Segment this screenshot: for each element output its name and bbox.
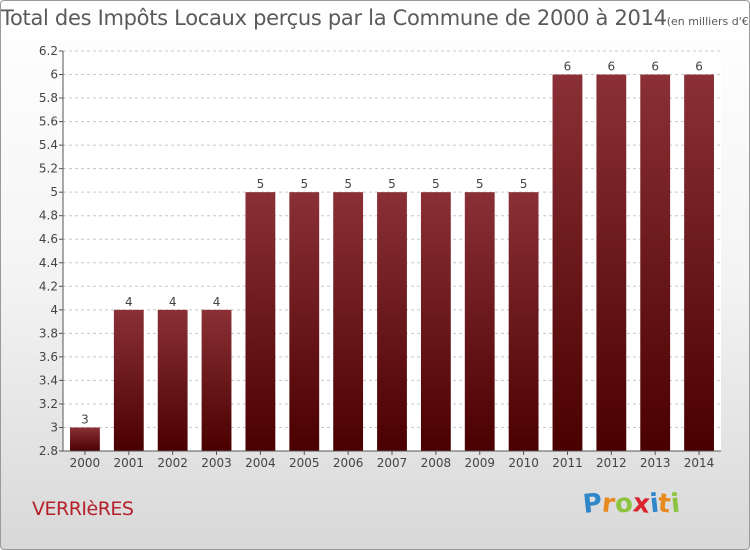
y-tick-label: 5.4 (39, 138, 58, 152)
bar (508, 192, 539, 452)
x-tick-label: 2006 (333, 456, 364, 470)
bar (640, 74, 671, 451)
data-label: 6 (651, 60, 659, 74)
x-tick-label: 2002 (157, 456, 188, 470)
bar (552, 74, 583, 451)
bar (201, 309, 232, 451)
x-tick-label: 2003 (201, 456, 232, 470)
x-tick-label: 2001 (114, 456, 145, 470)
logo-letter: i (669, 488, 682, 520)
data-label: 5 (432, 177, 440, 191)
bar (157, 309, 188, 451)
data-label: 5 (476, 177, 484, 191)
y-tick-label: 3.6 (39, 350, 58, 364)
bar (464, 192, 495, 452)
y-tick-label: 4.2 (39, 279, 58, 293)
x-tick-label: 2013 (640, 456, 671, 470)
bar (113, 309, 144, 451)
y-tick-label: 3.4 (39, 373, 58, 387)
x-tick-label: 2007 (377, 456, 408, 470)
bar (684, 74, 714, 451)
data-label: 4 (125, 295, 133, 309)
data-label: 4 (213, 295, 221, 309)
bar (377, 192, 407, 452)
data-label: 5 (344, 177, 352, 191)
data-label: 6 (695, 60, 703, 74)
y-tick-label: 6 (50, 68, 58, 82)
y-tick-label: 4 (50, 303, 58, 317)
bar (245, 192, 276, 452)
chart-title: Total des Impôts Locaux perçus par la Co… (1, 6, 667, 30)
x-tick-label: 2010 (508, 456, 539, 470)
data-label: 4 (169, 295, 177, 309)
data-label: 5 (520, 177, 528, 191)
data-label: 6 (564, 60, 572, 74)
chart-subtitle: (en milliers d'€) (666, 15, 750, 28)
y-tick-label: 4.8 (39, 209, 58, 223)
data-label: 5 (300, 177, 308, 191)
x-tick-label: 2009 (464, 456, 495, 470)
y-tick-label: 4.6 (39, 232, 58, 246)
data-label: 5 (257, 177, 265, 191)
bar (420, 192, 451, 452)
bar (333, 192, 364, 452)
y-tick-label: 5.2 (39, 162, 58, 176)
chart-title-row: Total des Impôts Locaux perçus par la Co… (1, 6, 750, 30)
x-tick-label: 2004 (245, 456, 276, 470)
bar (289, 192, 320, 452)
x-tick-label: 2000 (70, 456, 101, 470)
data-label: 6 (608, 60, 616, 74)
proxiti-logo: Proxiti (581, 488, 682, 520)
y-tick-label: 4.4 (39, 256, 58, 270)
y-tick-label: 3.2 (39, 397, 58, 411)
bar (70, 427, 100, 451)
y-tick-label: 3 (50, 420, 58, 434)
data-label: 5 (388, 177, 396, 191)
data-label: 3 (81, 412, 89, 426)
x-tick-label: 2014 (684, 456, 715, 470)
y-tick-label: 6.2 (39, 44, 58, 58)
x-tick-label: 2012 (596, 456, 627, 470)
x-tick-label: 2005 (289, 456, 320, 470)
bar (596, 74, 627, 451)
x-tick-label: 2008 (421, 456, 452, 470)
y-tick-label: 2.8 (39, 444, 58, 458)
y-tick-label: 3.8 (39, 326, 58, 340)
y-tick-label: 5 (50, 185, 58, 199)
y-tick-label: 5.8 (39, 91, 58, 105)
commune-name: VERRIèRES (32, 498, 134, 520)
x-tick-label: 2011 (552, 456, 583, 470)
y-tick-label: 5.6 (39, 115, 58, 129)
